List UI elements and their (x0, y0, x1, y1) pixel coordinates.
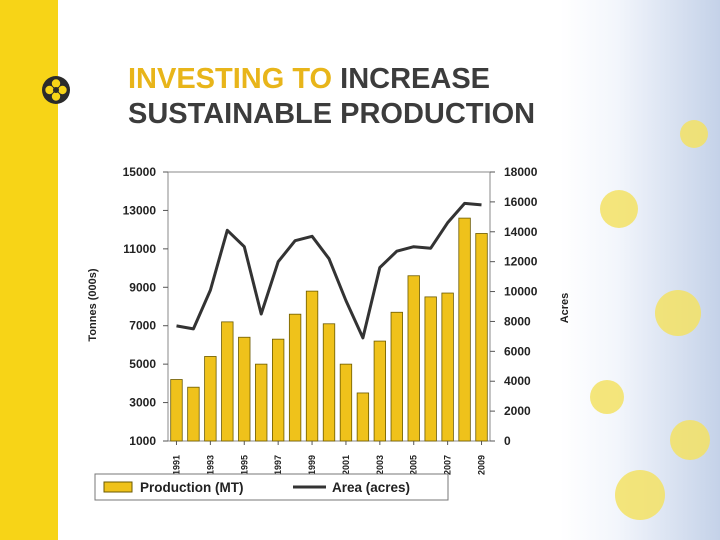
production-bar (424, 296, 437, 442)
left-tick-label: 1000 (129, 434, 156, 448)
production-bar (322, 323, 336, 442)
production-bar (271, 338, 285, 442)
production-bar (288, 313, 302, 442)
left-tick-label: 5000 (129, 357, 156, 371)
right-tick-label: 18000 (504, 165, 538, 179)
title-line1-rest: INCREASE (340, 63, 491, 95)
x-tick-label: 1995 (239, 455, 249, 475)
production-bar (187, 386, 200, 442)
right-tick-label: 0 (504, 434, 511, 448)
x-tick-label: 2007 (443, 455, 453, 475)
right-tick-label: 14000 (504, 225, 538, 239)
right-tick-label: 10000 (504, 285, 538, 299)
production-bar (407, 275, 420, 442)
production-bar (255, 363, 268, 442)
chart-legend: Production (MT) Area (acres) (94, 473, 449, 501)
area-series-line (176, 201, 482, 340)
left-tick-label: 11000 (123, 242, 156, 256)
left-axis-ticks: 15000 13000 11000 9000 7000 5000 3000 1000 (123, 165, 168, 448)
legend-label-production: Production (MT) (140, 480, 243, 495)
left-tick-label: 15000 (123, 165, 157, 179)
production-bar (356, 392, 370, 442)
right-tick-label: 2000 (504, 404, 531, 418)
production-bar (339, 363, 353, 442)
right-tick-label: 8000 (504, 314, 531, 328)
x-tick-label: 2005 (409, 455, 419, 475)
production-bar (390, 311, 403, 442)
title-line2: SUSTAINABLE PRODUCTION (128, 98, 536, 130)
x-tick-label: 1999 (307, 455, 317, 475)
right-tick-label: 12000 (504, 255, 538, 269)
production-bar (221, 321, 234, 442)
left-tick-label: 7000 (129, 319, 156, 333)
production-bar (204, 356, 217, 442)
x-tick-label: 2009 (477, 455, 487, 475)
left-tick-label: 9000 (129, 280, 156, 294)
production-bar (238, 336, 251, 442)
left-axis-title: Tonnes (000s) (87, 268, 99, 341)
x-tick-label: 1997 (273, 455, 283, 475)
production-bar (441, 292, 454, 442)
canola-flower-logo-icon (42, 76, 70, 104)
production-bar (458, 217, 471, 442)
right-tick-label: 16000 (504, 195, 538, 209)
title-accent: INVESTING TO (128, 63, 333, 95)
area-line (176, 201, 482, 340)
production-bar (305, 290, 319, 442)
production-bars (170, 217, 488, 442)
x-axis-ticks: 1991 1993 1995 1997 1999 2001 2003 2005 2007 2009 (171, 441, 487, 475)
legend-label-area: Area (acres) (332, 480, 410, 495)
legend-swatch-production (103, 481, 133, 493)
right-axis-title: Acres (559, 293, 571, 324)
left-tick-label: 3000 (129, 396, 156, 410)
x-tick-label: 2003 (375, 455, 385, 475)
x-tick-label: 1991 (171, 455, 181, 475)
slide-title: INVESTING TO INCREASE SUSTAINABLE PRODUC… (128, 62, 648, 132)
right-tick-label: 6000 (504, 344, 531, 358)
canola-field-background (560, 0, 720, 540)
production-bar (475, 233, 488, 442)
left-tick-label: 13000 (123, 203, 157, 217)
production-bar (170, 379, 183, 442)
right-axis-ticks: 18000 16000 14000 12000 10000 8000 6000 4000 200… (490, 165, 538, 448)
production-bar (373, 340, 387, 442)
x-tick-label: 2001 (341, 455, 351, 475)
x-tick-label: 1993 (205, 455, 215, 475)
right-tick-label: 4000 (504, 374, 531, 388)
legend-box (94, 473, 449, 501)
